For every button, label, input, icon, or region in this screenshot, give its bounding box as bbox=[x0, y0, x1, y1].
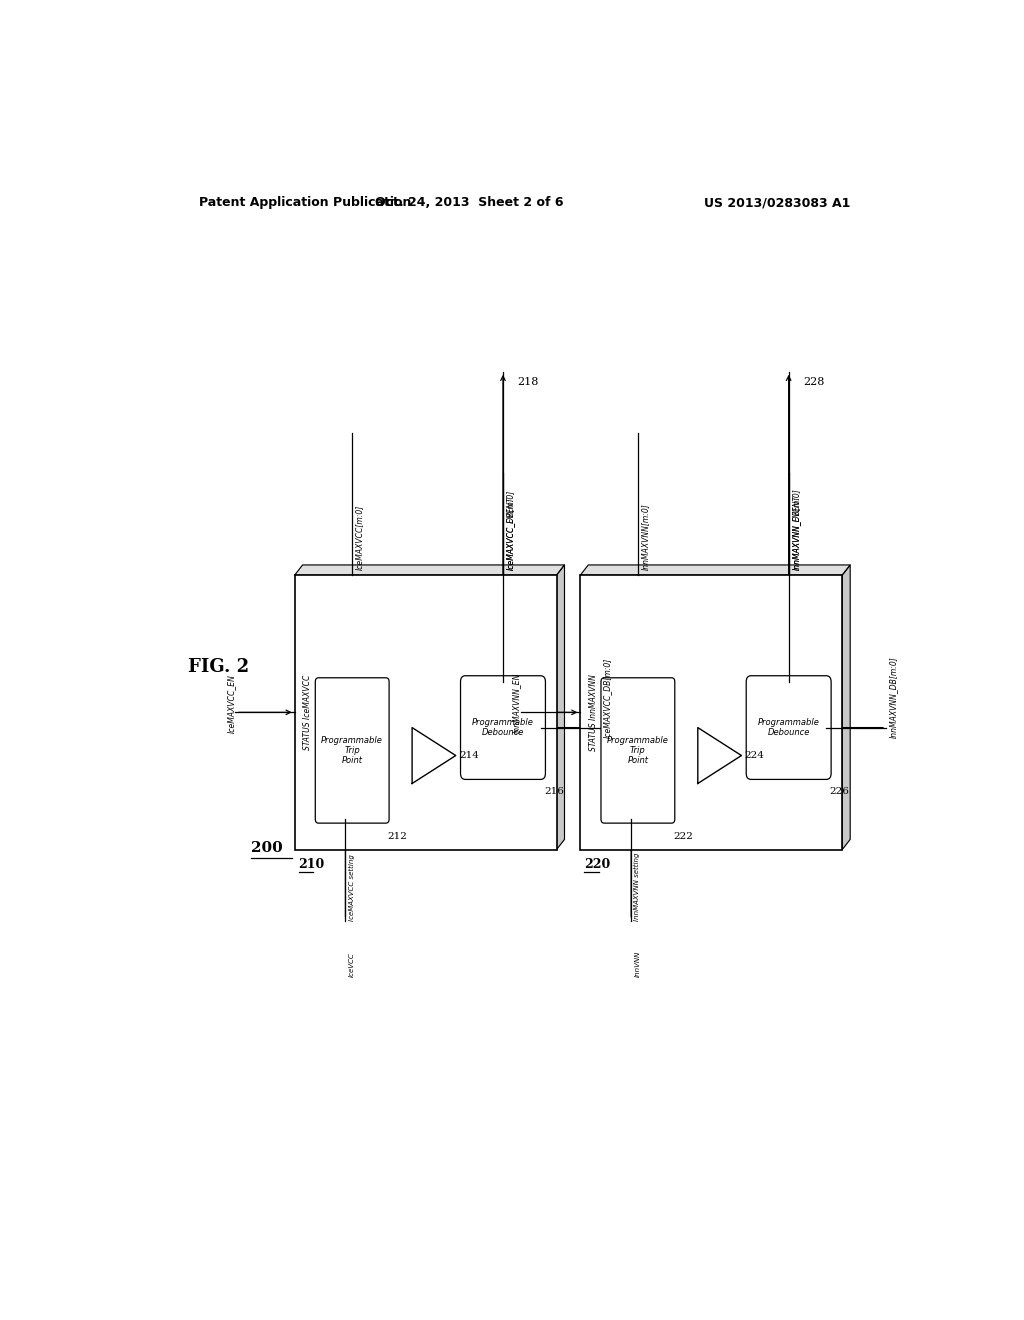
Polygon shape bbox=[581, 565, 850, 576]
Text: 228: 228 bbox=[803, 378, 824, 387]
Text: 214: 214 bbox=[459, 751, 479, 760]
Text: 222: 222 bbox=[673, 833, 693, 841]
Text: InnMAXVNN_EVENT: InnMAXVNN_EVENT bbox=[792, 495, 801, 570]
Text: Programmable
Debounce: Programmable Debounce bbox=[758, 718, 819, 738]
Text: US 2013/0283083 A1: US 2013/0283083 A1 bbox=[703, 195, 850, 209]
Text: FIG. 2: FIG. 2 bbox=[187, 657, 249, 676]
Polygon shape bbox=[412, 727, 456, 784]
Text: InnMAXVNN_DB[m:0]: InnMAXVNN_DB[m:0] bbox=[792, 488, 801, 570]
Text: IceVCC: IceVCC bbox=[348, 952, 354, 977]
Text: 210: 210 bbox=[299, 858, 325, 871]
Polygon shape bbox=[842, 565, 850, 850]
FancyBboxPatch shape bbox=[601, 677, 675, 824]
Text: InnMAXVNN[m:0]: InnMAXVNN[m:0] bbox=[641, 503, 650, 570]
FancyBboxPatch shape bbox=[461, 676, 546, 779]
Polygon shape bbox=[697, 727, 741, 784]
Text: Programmable
Trip
Point: Programmable Trip Point bbox=[607, 735, 669, 766]
Text: Programmable
Debounce: Programmable Debounce bbox=[472, 718, 534, 738]
Text: IceMAXVCC_DB[m:0]: IceMAXVCC_DB[m:0] bbox=[603, 657, 612, 738]
Text: 212: 212 bbox=[387, 833, 408, 841]
Text: Patent Application Publication: Patent Application Publication bbox=[200, 195, 412, 209]
Text: Oct. 24, 2013  Sheet 2 of 6: Oct. 24, 2013 Sheet 2 of 6 bbox=[375, 195, 563, 209]
FancyBboxPatch shape bbox=[315, 677, 389, 824]
Text: 220: 220 bbox=[585, 858, 610, 871]
Polygon shape bbox=[557, 565, 564, 850]
Text: 200: 200 bbox=[251, 841, 283, 854]
Text: InnVNN: InnVNN bbox=[634, 950, 640, 977]
Text: IceMAXVCC[m:0]: IceMAXVCC[m:0] bbox=[355, 504, 365, 570]
Text: InnMAXVNN setting: InnMAXVNN setting bbox=[634, 853, 640, 921]
Bar bbox=[581, 576, 842, 850]
Polygon shape bbox=[295, 565, 564, 576]
Text: 218: 218 bbox=[517, 378, 539, 387]
Text: 224: 224 bbox=[744, 751, 765, 760]
Text: Programmable
Trip
Point: Programmable Trip Point bbox=[322, 735, 383, 766]
Text: IceMAXVCC_EN: IceMAXVCC_EN bbox=[226, 673, 236, 733]
Text: InnMAXVNN_DB[m:0]: InnMAXVNN_DB[m:0] bbox=[889, 656, 898, 738]
Text: STATUS IceMAXVCC: STATUS IceMAXVCC bbox=[303, 675, 312, 750]
Text: 216: 216 bbox=[544, 787, 564, 796]
Text: IceMAXVCC_DB[m:0]: IceMAXVCC_DB[m:0] bbox=[506, 490, 515, 570]
Text: IceMAXVCC_EVENT: IceMAXVCC_EVENT bbox=[506, 496, 515, 570]
Text: 226: 226 bbox=[829, 787, 850, 796]
Bar bbox=[295, 576, 557, 850]
Text: IceMAXVCC setting: IceMAXVCC setting bbox=[348, 854, 354, 921]
Text: InnMAXVNN_EN: InnMAXVNN_EN bbox=[512, 672, 521, 733]
FancyBboxPatch shape bbox=[746, 676, 831, 779]
Text: STATUS InnMAXVNN: STATUS InnMAXVNN bbox=[589, 675, 598, 751]
